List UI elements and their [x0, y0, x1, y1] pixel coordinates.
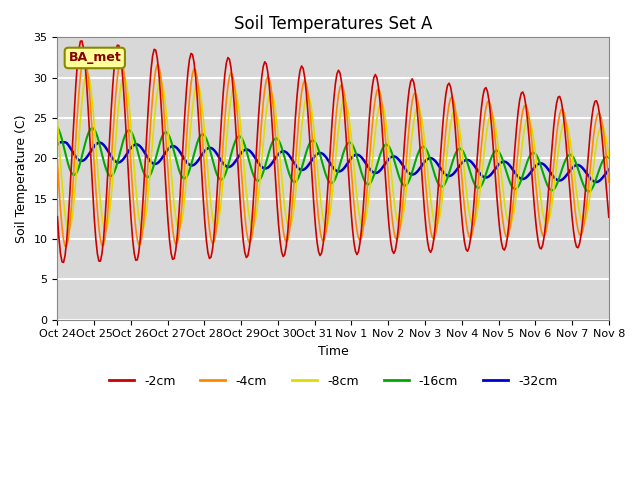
Title: Soil Temperatures Set A: Soil Temperatures Set A	[234, 15, 432, 33]
Y-axis label: Soil Temperature (C): Soil Temperature (C)	[15, 114, 28, 243]
X-axis label: Time: Time	[317, 345, 349, 358]
Text: BA_met: BA_met	[68, 51, 121, 64]
Legend: -2cm, -4cm, -8cm, -16cm, -32cm: -2cm, -4cm, -8cm, -16cm, -32cm	[104, 370, 563, 393]
